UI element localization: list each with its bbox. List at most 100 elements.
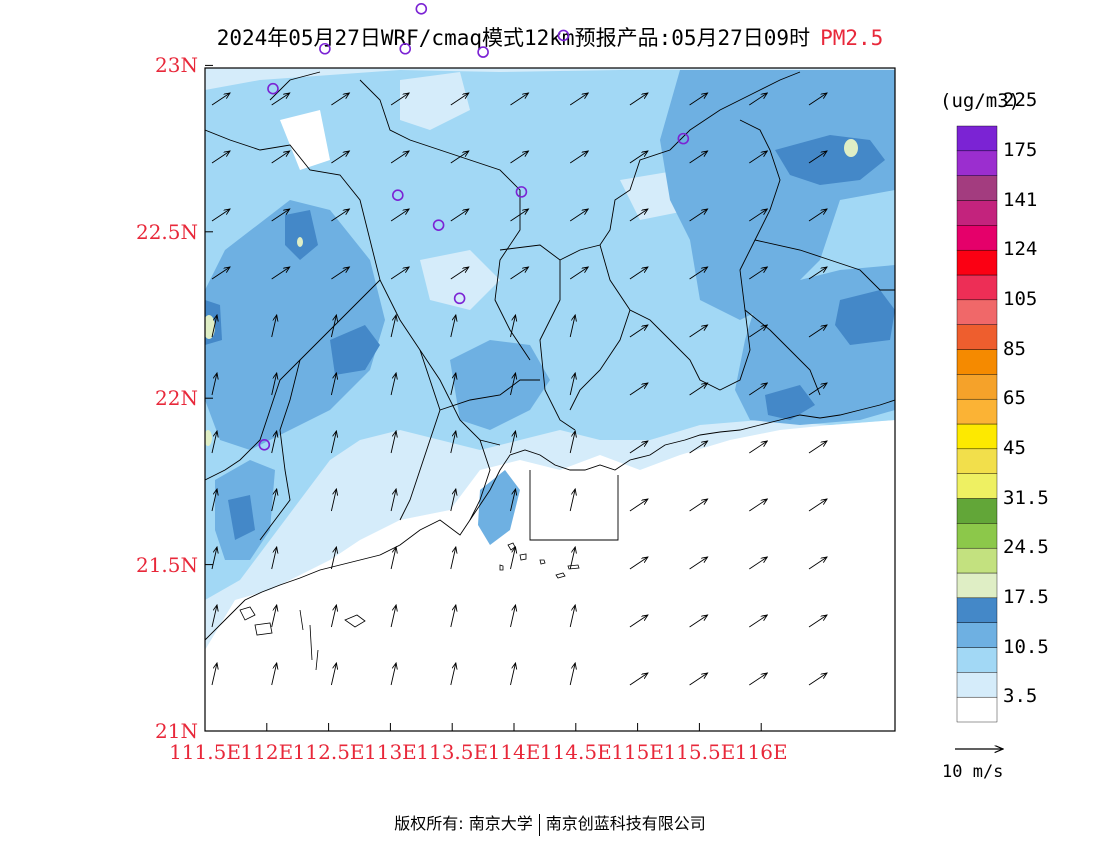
wind-arrow [330, 547, 336, 570]
wind-arrow [271, 431, 277, 454]
boundaries [205, 71, 895, 641]
map-frame [204, 67, 896, 732]
wind-arrow [510, 489, 516, 512]
wind-arrow [569, 209, 588, 222]
wind-arrow [689, 267, 708, 280]
legend-swatch [956, 125, 998, 152]
wind-arrow [510, 267, 529, 280]
lon-tick-label: 113E [364, 740, 417, 764]
wind-arrow [510, 315, 516, 338]
legend-swatch [956, 547, 998, 574]
hotspot [297, 237, 303, 247]
wind-arrow [450, 489, 456, 512]
wind-arrow [271, 663, 277, 686]
wind-arrow [808, 267, 827, 280]
wind-arrow [450, 315, 456, 338]
wind-arrow [749, 267, 767, 280]
wind-arrow [271, 93, 290, 106]
wind-arrow [390, 373, 396, 396]
wind-arrow [689, 325, 708, 338]
legend-swatch [956, 597, 998, 623]
legend-swatch [956, 473, 998, 499]
legend-swatch [956, 249, 998, 276]
wind-arrow [450, 605, 456, 628]
wind-arrow [749, 557, 767, 570]
lon-tick-label: 112E [240, 740, 294, 764]
monitoring-stations [258, 3, 690, 451]
wind-arrow [271, 151, 290, 164]
wind-arrow [331, 151, 349, 164]
wind-arrow [689, 441, 708, 454]
copyright-footer: 版权所有: 南京大学 南京创蓝科技有限公司 [0, 810, 1100, 836]
wind-arrow [330, 663, 336, 686]
lon-tick-label: 114.5E [539, 740, 612, 764]
legend-swatch [956, 299, 998, 325]
wind-arrow [330, 431, 336, 454]
wind-arrow [510, 209, 529, 222]
station-marker [258, 438, 271, 451]
legend-label: 124 [1003, 238, 1038, 261]
concentration-field [205, 68, 895, 731]
wind-arrow [390, 151, 409, 164]
wind-arrow [629, 267, 648, 280]
wind-arrow [569, 267, 588, 280]
field-24-5-core [765, 385, 815, 420]
axis-ticks [204, 64, 762, 732]
field-17-5-center [450, 340, 550, 430]
wind-arrow [211, 547, 217, 570]
lon-tick-label: 115E [611, 740, 664, 764]
wind-arrow [510, 605, 516, 628]
legend-swatch [956, 523, 998, 549]
islands [239, 542, 580, 671]
field-clear-patch [280, 110, 330, 170]
field-clear-patch [400, 72, 470, 130]
wind-arrow [330, 315, 336, 338]
field-17-5-east [660, 70, 895, 320]
wind-arrow [808, 383, 827, 396]
wind-arrow [689, 209, 708, 222]
wind-arrow [450, 663, 456, 686]
station-marker [477, 46, 489, 58]
wind-arrow [211, 373, 217, 396]
wind-arrow [271, 605, 277, 628]
wind-arrow [450, 151, 469, 164]
wind-arrow [510, 93, 529, 106]
legend-label: 65 [1003, 387, 1026, 410]
wind-arrow [689, 383, 708, 396]
wind-arrow [330, 373, 336, 396]
station-marker [432, 219, 445, 231]
wind-arrow [629, 325, 648, 338]
wind-arrow [390, 489, 396, 512]
lat-tick-label: 22N [155, 386, 198, 411]
wind-arrow [749, 151, 767, 164]
legend-swatch [956, 498, 998, 524]
lon-tick-label: 111.5E [169, 740, 241, 764]
wind-arrow [211, 93, 230, 106]
station-marker [319, 42, 331, 55]
wind-arrow [569, 489, 575, 512]
legend-label: 17.5 [1003, 585, 1049, 608]
wind-arrow [808, 93, 827, 106]
wind-arrow [569, 605, 575, 628]
station-marker [557, 29, 570, 42]
clean-sea-area [205, 420, 895, 731]
wind-arrow [450, 209, 469, 222]
wind-arrow [390, 209, 409, 222]
lon-tick-label: 116E [734, 740, 788, 764]
legend-swatch [956, 200, 998, 226]
wind-arrow [271, 373, 277, 396]
wind-arrow [569, 93, 588, 106]
wind-arrow [390, 547, 396, 570]
lon-tick-label: 115.5E [663, 740, 736, 764]
wind-arrow [629, 673, 648, 686]
lat-tick-label: 21N [155, 719, 198, 743]
hotspot [844, 139, 858, 157]
wind-arrow [330, 605, 336, 628]
wind-arrow [390, 315, 396, 338]
legend-swatch [956, 225, 998, 251]
wind-arrow [629, 209, 648, 222]
wind-arrow [808, 441, 827, 454]
hotspot [205, 430, 212, 446]
legend-swatch [956, 647, 998, 673]
legend-unit: (ug/m3) [940, 90, 1021, 112]
